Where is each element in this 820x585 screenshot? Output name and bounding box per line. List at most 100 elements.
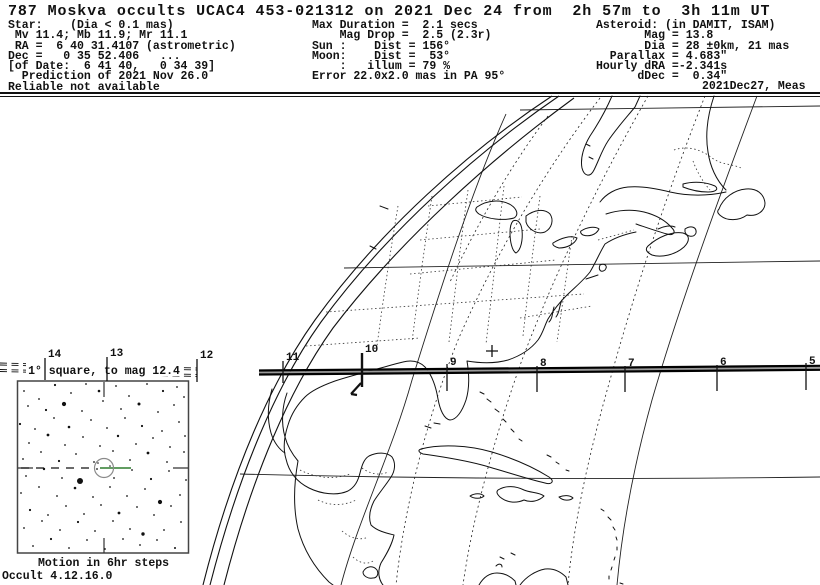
star-dot: [47, 514, 49, 516]
coast-newfoundland: [717, 188, 766, 221]
country-border: [352, 556, 374, 564]
star-dot: [44, 408, 48, 412]
hour-tick-label: 14: [48, 349, 62, 361]
country-border: [317, 499, 357, 505]
star-dot: [34, 428, 36, 430]
lake-nicaragua: [362, 566, 379, 579]
star-dot: [166, 461, 168, 463]
star-dot: [28, 508, 32, 512]
star-dot: [161, 389, 165, 393]
finder-caption: Motion in 6hr steps: [37, 557, 170, 570]
star-dot: [53, 383, 57, 387]
header-divider-thin: [0, 95, 820, 97]
coast-east-gulf: [283, 231, 637, 585]
coast-gaspe: [605, 209, 675, 235]
graticule: [239, 95, 820, 585]
lake-michigan: [509, 219, 523, 254]
star-dot: [28, 442, 30, 444]
star-dot: [56, 495, 58, 497]
star-dot: [106, 427, 108, 429]
star-dot: [116, 434, 120, 438]
coast-hudson-bay: [581, 95, 641, 176]
lake-ontario: [580, 226, 600, 237]
coast-islands: [585, 143, 594, 160]
star-dot: [120, 408, 122, 410]
star-dot: [152, 437, 154, 439]
star-dot: [126, 495, 128, 497]
star-dot: [68, 547, 70, 549]
star-dot: [170, 505, 172, 507]
lake-erie: [552, 236, 578, 249]
coast-gulf-california: [282, 392, 299, 462]
state-border: [325, 293, 585, 313]
star-dot: [146, 451, 150, 455]
hour-tick-label: 8: [540, 358, 547, 370]
star-dot: [49, 537, 53, 541]
hour-tick-label: 13: [110, 348, 124, 360]
star-dot: [20, 492, 22, 494]
star-dot: [161, 430, 163, 432]
hour-tick-label: 9: [450, 357, 457, 369]
dotted-meridian: [449, 115, 549, 283]
star-dot: [149, 477, 153, 481]
star-dot: [176, 386, 178, 388]
star-dot: [128, 395, 130, 397]
coast-florida-keys: [424, 422, 441, 429]
star-dot: [83, 513, 85, 515]
star-dot: [163, 529, 165, 531]
coast-islands: [495, 552, 516, 568]
coast-long-island: [585, 274, 599, 280]
star-dot: [94, 530, 96, 532]
limb-curve: [202, 95, 553, 585]
target-star-circle: [93, 457, 115, 479]
star-dot: [184, 435, 186, 437]
province-border: [673, 147, 742, 169]
star-dot: [76, 520, 80, 524]
state-border: [411, 195, 433, 343]
coast-bahamas: [479, 391, 570, 472]
star-dot: [32, 545, 34, 547]
star-dot: [61, 401, 67, 407]
star-dot: [156, 539, 158, 541]
state-border: [485, 185, 505, 345]
meridian-line: [340, 113, 507, 585]
star-dot: [102, 400, 104, 402]
path-shadow-band: [259, 366, 820, 374]
coast-pei: [657, 225, 676, 230]
state-border: [427, 196, 523, 207]
coast-south-america: [519, 568, 569, 585]
province-border: [692, 160, 711, 191]
state-border: [556, 235, 573, 343]
star-dot: [124, 417, 126, 419]
star-dot: [23, 527, 25, 529]
coast-jamaica: [469, 493, 485, 499]
star-dot: [135, 443, 137, 445]
hour-tick-label: 12: [200, 350, 213, 362]
star-dot: [97, 462, 99, 464]
coast-anticosti-island: [682, 181, 718, 193]
coastlines: [268, 95, 766, 585]
hour-marks: 14 13 12 11 10 9 8 7 6 5: [44, 344, 816, 392]
star-dot: [38, 486, 40, 488]
page-title: 787 Moskva occults UCAC4 453-021312 on 2…: [8, 3, 771, 20]
star-dot: [157, 411, 159, 413]
coast-baja: [268, 388, 286, 454]
star-dot: [57, 459, 61, 463]
star-dot: [109, 486, 111, 488]
state-border: [376, 205, 399, 347]
star-dot: [179, 494, 181, 496]
coast-panama: [478, 572, 517, 585]
star-dot: [42, 467, 46, 471]
star-dot: [168, 470, 170, 472]
starfield: [18, 383, 187, 550]
star-dot: [115, 385, 117, 387]
star-dot: [180, 521, 182, 523]
star-dot: [139, 544, 141, 546]
star-dot: [70, 392, 72, 394]
finder-chart: [16, 380, 190, 554]
measurement-note: 2021Dec27, Meas: [702, 80, 806, 93]
finder-title: 1° square, to mag 12.4: [28, 365, 180, 378]
parallel-line: [343, 260, 820, 269]
star-dot: [112, 450, 114, 452]
